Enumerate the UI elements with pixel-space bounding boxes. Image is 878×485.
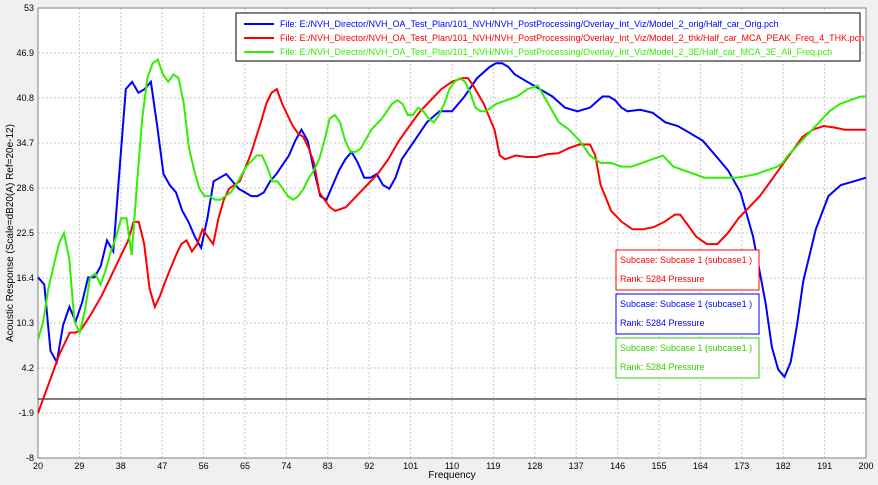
y-tick-label: 10.3 [16, 318, 34, 328]
y-axis-title: Acoustic Response (Scale=dB20(A) Ref=20e… [5, 124, 16, 342]
y-tick-label: 4.2 [21, 363, 34, 373]
legend-entry: File: E:/NVH_Director/NVH_OA_Test_Plan/1… [280, 19, 779, 29]
y-tick-label: 28.6 [16, 183, 34, 193]
plot-frame [37, 7, 867, 459]
x-tick-label: 83 [323, 461, 333, 471]
x-tick-label: 38 [116, 461, 126, 471]
subcase-note-title: Subcase: Subcase 1 (subcase1 ) [620, 343, 752, 353]
subcase-note-box [615, 337, 760, 379]
y-tick-label: -8 [26, 453, 34, 463]
y-tick-label: 22.5 [16, 228, 34, 238]
legend-entry: File: E:/NVH_Director/NVH_OA_Test_Plan/1… [280, 47, 832, 57]
x-tick-label: 137 [569, 461, 584, 471]
x-tick-label: 92 [364, 461, 374, 471]
x-tick-label: 65 [240, 461, 250, 471]
y-tick-label: 53 [24, 3, 34, 13]
y-tick-label: -1.9 [18, 408, 34, 418]
y-tick-label: 46.9 [16, 48, 34, 58]
x-axis-title: Frequency [428, 470, 475, 481]
series-line-3 [37, 58, 866, 341]
series-line-1 [37, 62, 867, 379]
x-tick-label: 29 [74, 461, 84, 471]
y-tick-label: 16.4 [16, 273, 34, 283]
x-tick-label: 191 [817, 461, 832, 471]
x-tick-label: 200 [858, 461, 873, 471]
x-tick-label: 119 [486, 461, 500, 471]
legend-box [235, 12, 861, 62]
subcase-note-box [615, 249, 760, 291]
subcase-note-rank: Rank: 5284 Pressure [620, 362, 705, 372]
subcase-note-title: Subcase: Subcase 1 (subcase1 ) [620, 255, 752, 265]
subcase-note-box [615, 293, 760, 335]
legend-entry: File: E:/NVH_Director/NVH_OA_Test_Plan/1… [280, 33, 864, 43]
subcase-note-rank: Rank: 5284 Pressure [620, 318, 705, 328]
y-tick-label: 40.8 [16, 93, 34, 103]
subcase-note-title: Subcase: Subcase 1 (subcase1 ) [620, 299, 752, 309]
x-tick-label: 74 [281, 461, 291, 471]
x-tick-label: 110 [445, 461, 459, 471]
x-tick-label: 20 [33, 461, 43, 471]
subcase-note-rank: Rank: 5284 Pressure [620, 274, 705, 284]
x-tick-label: 56 [199, 461, 209, 471]
x-tick-label: 47 [157, 461, 167, 471]
x-tick-label: 128 [527, 461, 542, 471]
x-tick-label: 101 [403, 461, 418, 471]
x-tick-label: 155 [651, 461, 666, 471]
x-tick-label: 164 [693, 461, 708, 471]
series-line-2 [37, 77, 866, 414]
x-tick-label: 182 [776, 461, 791, 471]
x-tick-label: 146 [610, 461, 625, 471]
x-tick-label: 173 [734, 461, 749, 471]
y-tick-label: 34.7 [16, 138, 34, 148]
